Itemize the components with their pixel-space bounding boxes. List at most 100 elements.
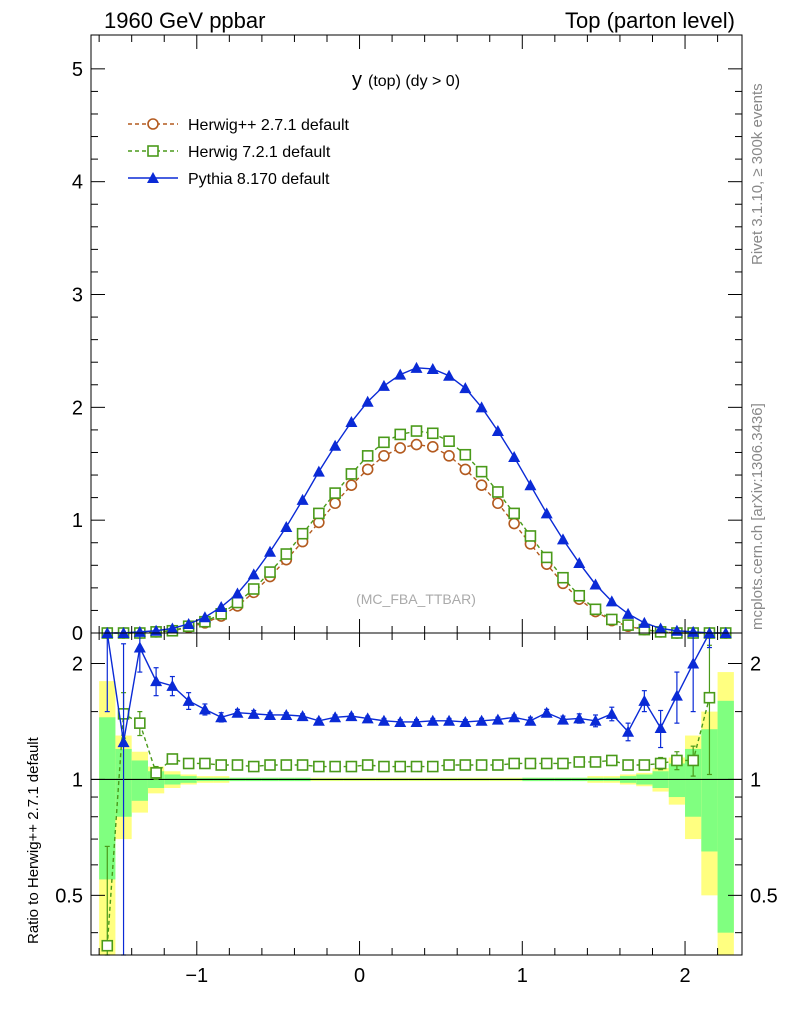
data-point	[459, 448, 472, 461]
data-point	[459, 463, 472, 476]
ratio-point	[134, 717, 146, 729]
ratio-point	[313, 760, 325, 773]
ratio-point	[280, 759, 293, 771]
data-point	[638, 616, 651, 628]
data-point	[345, 416, 358, 428]
data-point	[410, 438, 423, 451]
data-point	[329, 497, 341, 510]
ratio-line	[106, 632, 711, 743]
ratio-point	[166, 753, 179, 765]
legend-entry: Pythia 8.170 default	[128, 171, 330, 188]
data-point	[605, 595, 618, 607]
ratio-point	[443, 759, 455, 771]
legend-marker	[147, 118, 159, 130]
ratio-point	[182, 694, 195, 706]
plot-title-var: y	[352, 69, 362, 91]
ratio-point	[378, 760, 390, 773]
ytick-label: 4	[72, 172, 83, 194]
ytick-label: 0	[72, 623, 83, 645]
ratio-ylabel: Ratio to Herwig++ 2.7.1 default	[25, 736, 42, 944]
data-point	[622, 619, 634, 631]
ratio-point	[264, 759, 276, 771]
ratio-ytick-label-right: 2	[750, 653, 761, 675]
ratio-point	[231, 759, 244, 771]
legend-label: Herwig 7.2.1 default	[188, 144, 331, 161]
data-point	[215, 601, 228, 613]
ratio-series-1	[104, 632, 712, 956]
data-point	[410, 425, 423, 437]
data-point	[524, 530, 537, 542]
ratio-point	[475, 714, 488, 726]
xtick-label: 1	[517, 965, 528, 987]
data-point	[345, 468, 358, 480]
data-point	[605, 613, 618, 626]
data-point	[247, 568, 260, 580]
data-point	[329, 439, 342, 451]
ytick-label: 5	[72, 59, 83, 81]
legend-entry: Herwig++ 2.7.1 default	[128, 117, 350, 134]
ratio-point	[443, 714, 456, 726]
data-point	[540, 551, 553, 564]
data-point	[589, 578, 602, 590]
legend-marker	[147, 145, 159, 157]
data-point	[557, 571, 569, 584]
ratio-series-0	[101, 644, 716, 956]
ratio-point	[605, 754, 618, 767]
ratio-point	[524, 714, 537, 726]
ratio-ytick-label-right: 1	[750, 769, 761, 791]
data-point	[492, 486, 504, 498]
ratio-point	[394, 715, 407, 727]
ratio-point	[654, 757, 667, 770]
ratio-point	[622, 725, 635, 737]
ratio-point	[198, 703, 211, 715]
ratio-ytick-label: 0.5	[55, 885, 83, 907]
ytick-label: 1	[72, 510, 83, 532]
ratio-point	[150, 675, 163, 687]
ratio-point	[410, 760, 423, 773]
ratio-point	[247, 760, 260, 773]
data-point	[426, 362, 439, 374]
data-point	[133, 625, 146, 637]
ratio-point	[605, 707, 618, 719]
mcplots-label: mcplots.cern.ch [arXiv:1306.3436]	[749, 403, 766, 630]
ytick-label: 2	[72, 397, 83, 419]
ratio-point	[491, 713, 504, 725]
legend: Herwig++ 2.7.1 default Herwig 7.2.1 defau…	[128, 117, 350, 188]
data-point	[443, 450, 455, 462]
ratio-point	[215, 711, 228, 723]
ratio-point	[377, 714, 390, 726]
ratio-point	[215, 759, 227, 771]
data-point	[361, 463, 374, 476]
ratio-frame	[90, 632, 743, 956]
data-point	[329, 487, 341, 499]
ratio-point	[540, 757, 553, 770]
ratio-point	[508, 757, 520, 770]
data-point	[622, 607, 635, 619]
xtick-label: −1	[185, 965, 208, 987]
ratio-point	[475, 759, 488, 771]
ytick-label: 3	[72, 285, 83, 307]
ratio-point	[589, 714, 602, 726]
legend-entry: Herwig 7.2.1 default	[128, 144, 331, 161]
ratio-point	[280, 708, 293, 720]
data-point	[231, 587, 244, 599]
data-point	[410, 361, 423, 373]
legend-label: Herwig++ 2.7.1 default	[188, 117, 350, 134]
ratio-point	[410, 715, 423, 727]
data-point	[280, 520, 293, 532]
ratio-point	[199, 757, 211, 770]
band-green	[131, 760, 148, 801]
energy-label: 1960 GeV ppbar	[104, 8, 265, 33]
data-point	[508, 507, 520, 520]
legend-label: Pythia 8.170 default	[188, 171, 330, 188]
ratio-point	[524, 757, 537, 770]
data-point	[426, 427, 439, 440]
ratio-point	[329, 711, 342, 723]
data-point	[361, 450, 374, 462]
ratio-point	[133, 641, 146, 653]
data-point	[475, 479, 488, 491]
ratio-point	[508, 711, 521, 723]
ratio-point	[540, 706, 553, 718]
data-point	[589, 603, 602, 616]
xtick-label: 2	[679, 965, 690, 987]
